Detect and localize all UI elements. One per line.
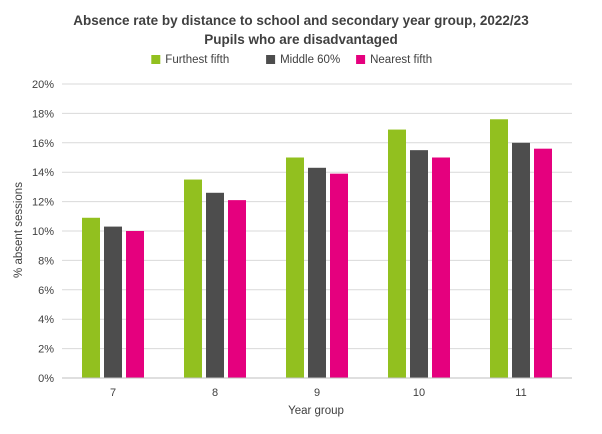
bar-middle-60--year-7: [104, 226, 122, 378]
y-tick-label: 0%: [38, 373, 54, 385]
y-axis-title: % absent sessions: [13, 182, 25, 278]
y-tick-label: 2%: [38, 344, 54, 356]
legend-label-nearest-fifth: Nearest fifth: [370, 54, 432, 66]
bar-nearest-fifth-year-7: [126, 231, 144, 378]
x-tick-label: 10: [413, 387, 425, 399]
y-tick-label: 18%: [32, 108, 54, 120]
bar-furthest-fifth-year-8: [184, 179, 202, 378]
bar-furthest-fifth-year-9: [286, 157, 304, 378]
bar-nearest-fifth-year-11: [534, 148, 552, 378]
legend-label-furthest-fifth: Furthest fifth: [165, 54, 229, 66]
bar-nearest-fifth-year-10: [432, 157, 450, 378]
legend-label-middle-60-: Middle 60%: [280, 54, 340, 66]
bar-furthest-fifth-year-10: [388, 129, 406, 378]
x-tick-label: 8: [212, 387, 218, 399]
bar-furthest-fifth-year-7: [82, 217, 100, 378]
bar-middle-60--year-11: [512, 142, 530, 378]
chart-subtitle: Pupils who are disadvantaged: [204, 32, 398, 47]
y-tick-label: 20%: [32, 79, 54, 91]
x-tick-label: 9: [314, 387, 320, 399]
y-tick-label: 14%: [32, 167, 54, 179]
bar-middle-60--year-10: [410, 150, 428, 378]
legend-swatch-nearest-fifth: [356, 55, 366, 64]
y-axis-ticks: 0% 2% 4% 6% 8% 10% 12% 14% 16% 18% 20%: [32, 79, 54, 385]
legend-swatch-middle-60-: [266, 55, 276, 64]
legend-swatch-furthest-fifth: [151, 55, 161, 64]
y-tick-label: 10%: [32, 226, 54, 238]
y-tick-label: 4%: [38, 314, 54, 326]
y-tick-label: 12%: [32, 197, 54, 209]
bar-furthest-fifth-year-11: [490, 119, 508, 378]
bar-nearest-fifth-year-9: [330, 173, 348, 378]
legend: Furthest fifth Middle 60% Nearest fifth: [151, 54, 432, 66]
x-tick-label: 11: [515, 387, 526, 399]
y-tick-label: 6%: [38, 285, 54, 297]
bar-nearest-fifth-year-8: [228, 200, 246, 378]
y-tick-label: 16%: [32, 138, 54, 150]
bars: [82, 119, 552, 378]
x-tick-label: 7: [110, 387, 116, 399]
x-axis-title: Year group: [288, 405, 344, 417]
bar-middle-60--year-8: [206, 192, 224, 378]
bar-middle-60--year-9: [308, 167, 326, 378]
y-tick-label: 8%: [38, 255, 54, 267]
chart-title: Absence rate by distance to school and s…: [73, 13, 529, 28]
x-axis-ticks: 7 8 9 10 11: [110, 387, 527, 399]
